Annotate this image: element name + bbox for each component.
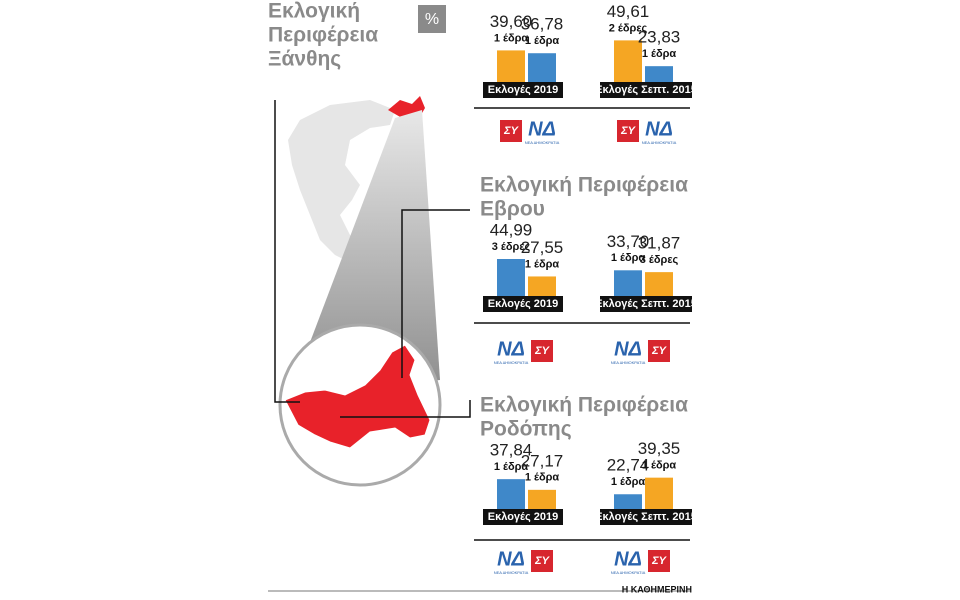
group-label: Εκλογές 2019 <box>488 84 559 96</box>
value-label: 22,74 <box>607 456 650 475</box>
region-title: Εκλογική Περιφέρεια <box>480 394 688 417</box>
group-label-box <box>600 296 692 312</box>
party-logo: ΣΥ <box>651 345 667 357</box>
region-title: Ξάνθης <box>268 48 341 71</box>
party-logo-sub: ΝΕΑ ΔΗΜΟΚΡΑΤΙΑ <box>611 360 646 365</box>
seats-label: 1 έδρα <box>494 32 529 44</box>
group-label-box <box>483 82 563 98</box>
value-label: 23,83 <box>638 28 681 47</box>
region-title: Εκλογική Περιφέρεια <box>480 174 688 197</box>
party-logo-sub: ΝΕΑ ΔΗΜΟΚΡΑΤΙΑ <box>494 570 529 575</box>
value-label: 27,17 <box>521 451 564 470</box>
leader-line <box>274 100 300 403</box>
value-label: 39,35 <box>638 439 681 458</box>
bar <box>614 40 642 90</box>
map-thrace <box>284 344 431 449</box>
party-logo: ΣΥ <box>620 125 636 137</box>
seats-label: 3 έδρες <box>640 254 679 266</box>
party-logo-box <box>617 120 639 142</box>
party-logo: ΣΥ <box>534 345 550 357</box>
unit: % <box>425 11 439 28</box>
seats-label: 1 έδρα <box>642 48 677 60</box>
party-logo: ΝΔ <box>497 338 525 360</box>
source: Η ΚΑΘΗΜΕΡΙΝΗ <box>622 584 692 594</box>
value-label: 31,87 <box>638 234 681 253</box>
group-label: Εκλογές 2019 <box>488 511 559 523</box>
party-logo-box <box>500 120 522 142</box>
value-label: 44,99 <box>490 220 533 239</box>
party-logo: ΝΔ <box>497 548 525 570</box>
group-label-box <box>600 509 692 525</box>
seats-label: 2 έδρες <box>609 22 648 34</box>
party-logo: ΝΔ <box>528 118 556 140</box>
party-logo: ΝΔ <box>645 118 673 140</box>
value-label: 33,70 <box>607 232 650 251</box>
group-label: Εκλογές 2019 <box>488 298 559 310</box>
group-label: Εκλογές Σεπτ. 2015 <box>595 84 697 96</box>
party-logo-box <box>648 550 670 572</box>
seats-label: 1 έδρα <box>611 476 646 488</box>
party-logo: ΣΥ <box>503 125 519 137</box>
party-logo-sub: ΝΕΑ ΔΗΜΟΚΡΑΤΙΑ <box>494 360 529 365</box>
party-logo-box <box>648 340 670 362</box>
party-logo: ΣΥ <box>651 555 667 567</box>
party-logo: ΝΔ <box>614 548 642 570</box>
region-title: Ροδόπης <box>480 418 572 441</box>
seats-label: 1 έδρα <box>525 472 560 484</box>
party-logo: ΣΥ <box>534 555 550 567</box>
party-logo-box <box>531 550 553 572</box>
value-label: 27,55 <box>521 238 564 257</box>
seats-label: 1 έδρα <box>494 461 529 473</box>
group-label-box <box>483 509 563 525</box>
value-label: 49,61 <box>607 2 650 21</box>
value-label: 36,78 <box>521 15 564 34</box>
seats-label: 3 έδρες <box>492 241 531 253</box>
seats-label: 1 έδρα <box>525 35 560 47</box>
region-title: Εκλογική <box>268 0 360 23</box>
seats-label: 1 έδρα <box>611 252 646 264</box>
party-logo-sub: ΝΕΑ ΔΗΜΟΚΡΑΤΙΑ <box>525 140 560 145</box>
seats-label: 1 έδρα <box>642 460 677 472</box>
leader-line <box>340 400 471 418</box>
party-logo-sub: ΝΕΑ ΔΗΜΟΚΡΑΤΙΑ <box>642 140 677 145</box>
region-title: Εβρου <box>480 198 545 221</box>
region-title: Περιφέρεια <box>268 24 378 47</box>
party-logo-sub: ΝΕΑ ΔΗΜΟΚΡΑΤΙΑ <box>611 570 646 575</box>
party-logo-box <box>531 340 553 362</box>
group-label-box <box>600 82 692 98</box>
value-label: 39,60 <box>490 12 533 31</box>
seats-label: 1 έδρα <box>525 258 560 270</box>
leader-line <box>401 209 470 378</box>
group-label: Εκλογές Σεπτ. 2015 <box>595 511 697 523</box>
value-label: 37,84 <box>490 441 533 460</box>
unit-box <box>418 5 446 33</box>
map-greece <box>288 100 430 278</box>
group-label: Εκλογές Σεπτ. 2015 <box>595 298 697 310</box>
group-label-box <box>483 296 563 312</box>
party-logo: ΝΔ <box>614 338 642 360</box>
